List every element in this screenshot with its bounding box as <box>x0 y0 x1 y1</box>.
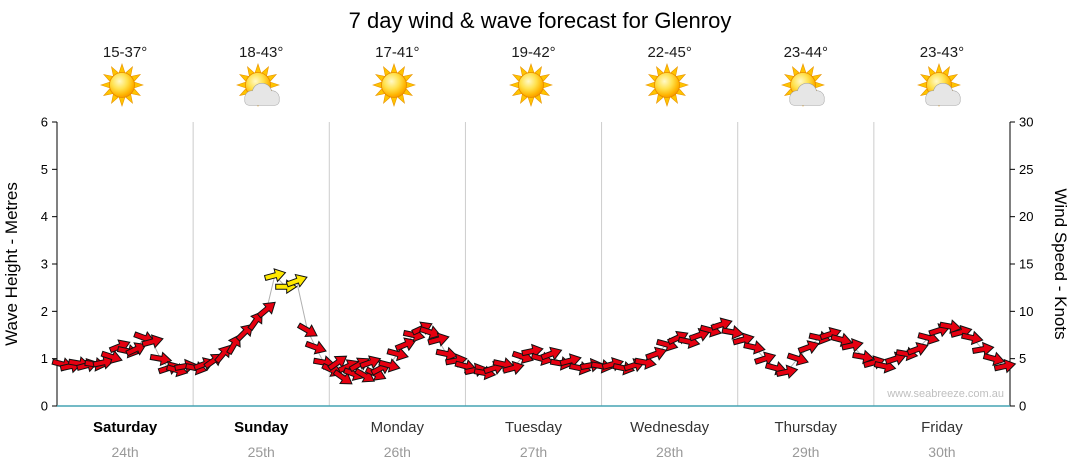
wave-tick-label: 2 <box>41 304 48 319</box>
wind-arrow-icon <box>775 364 799 380</box>
date-label: 26th <box>384 444 411 460</box>
watermark: www.seabreeze.com.au <box>886 388 1004 400</box>
wind-arrow-icon <box>502 360 525 376</box>
wind-arrow-icon <box>100 349 123 365</box>
date-label: 27th <box>520 444 547 460</box>
wind-arrow-icon <box>256 301 276 319</box>
wind-arrow-icon <box>993 358 1017 374</box>
wind-arrow-icon <box>667 330 689 345</box>
date-label: 30th <box>928 444 955 460</box>
wind-arrow-icon <box>786 351 809 366</box>
day-label: Thursday <box>775 419 838 436</box>
wind-arrow-icon <box>743 340 766 355</box>
date-label: 28th <box>656 444 683 460</box>
sun-icon <box>98 62 152 112</box>
sun-icon <box>507 62 561 112</box>
temperature-range: 18-43° <box>239 44 284 61</box>
wind-arrow-icon <box>521 343 544 359</box>
wind-tick-label: 10 <box>1019 304 1033 319</box>
wind-arrow-icon <box>394 337 417 352</box>
wave-tick-label: 0 <box>41 399 48 414</box>
wind-tick-label: 5 <box>1019 351 1026 366</box>
wind-arrow-icon <box>634 355 657 370</box>
wind-tick-label: 20 <box>1019 209 1033 224</box>
wind-arrow-icon <box>540 346 563 361</box>
wind-arrow-icon <box>92 355 115 370</box>
wind-arrow-icon <box>419 325 442 340</box>
day-label: Friday <box>921 419 963 436</box>
sun-cloud-icon <box>234 62 288 112</box>
temperature-range: 15-37° <box>102 44 148 61</box>
wind-axis-label: Wind Speed - Knots <box>1051 188 1070 339</box>
wind-arrow-icon <box>386 346 409 362</box>
wind-arrow-icon <box>149 351 173 367</box>
day-label: Tuesday <box>505 419 562 436</box>
temperature-range: 22-45° <box>647 44 692 61</box>
wave-tick-label: 6 <box>41 115 48 130</box>
temperature-range: 17-41° <box>375 44 420 61</box>
wind-arrow-icon <box>721 324 745 340</box>
wind-arrow-icon <box>797 340 820 355</box>
page-title: 7 day wind & wave forecast for Glenroy <box>348 8 732 33</box>
wave-axis-label: Wave Height - Metres <box>2 182 21 346</box>
wind-arrow-icon <box>304 340 327 355</box>
wind-tick-label: 15 <box>1019 257 1033 272</box>
sun-icon <box>370 62 424 112</box>
day-label: Wednesday <box>630 419 709 436</box>
wind-arrow-icon <box>247 311 263 332</box>
wave-tick-label: 4 <box>41 209 48 224</box>
date-label: 29th <box>792 444 819 460</box>
sun-cloud-icon <box>779 62 833 112</box>
wind-arrow-icon <box>982 351 1006 366</box>
wave-tick-label: 5 <box>41 162 48 177</box>
wind-arrow-icon <box>359 355 382 370</box>
wind-arrow-icon <box>378 358 401 373</box>
wind-arrow-icon <box>645 346 668 361</box>
wind-arrow-icon <box>841 338 864 353</box>
wind-arrow-icon <box>971 341 995 357</box>
wind-tick-label: 0 <box>1019 399 1026 414</box>
sun-cloud-icon <box>915 62 969 112</box>
wind-arrow-strong-icon <box>285 273 308 288</box>
wind-arrow-strong-icon <box>263 268 287 283</box>
temperature-range: 19-42° <box>511 44 556 61</box>
temperature-range: 23-43° <box>919 44 965 61</box>
wind-tick-label: 30 <box>1019 115 1033 130</box>
wind-arrow-icon <box>710 317 733 332</box>
wind-arrow-icon <box>125 342 147 357</box>
wind-arrow-icon <box>753 351 777 366</box>
wind-tick-label: 25 <box>1019 162 1033 177</box>
wind-arrow-icon <box>141 334 164 349</box>
wind-arrow-icon <box>427 332 450 347</box>
wind-arrow-icon <box>296 322 318 337</box>
sun-icon <box>643 62 697 112</box>
wind-arrow-icon <box>906 342 929 357</box>
day-label: Sunday <box>234 419 289 436</box>
day-label: Monday <box>371 419 425 436</box>
temperature-range: 23-44° <box>783 44 828 61</box>
wind-arrow-icon <box>732 332 755 347</box>
date-label: 24th <box>111 444 138 460</box>
wave-tick-label: 1 <box>41 351 48 366</box>
date-label: 25th <box>248 444 275 460</box>
wind-arrow-icon <box>590 358 614 374</box>
wave-tick-label: 3 <box>41 257 48 272</box>
wind-arrow-icon <box>961 330 984 346</box>
day-label: Saturday <box>93 419 158 436</box>
wind-arrow-icon <box>559 353 582 368</box>
